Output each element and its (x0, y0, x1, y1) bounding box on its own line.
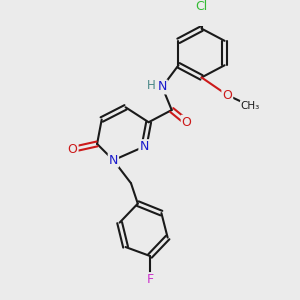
Text: H: H (146, 79, 155, 92)
Text: N: N (158, 80, 167, 94)
Text: N: N (109, 154, 118, 167)
Text: F: F (146, 273, 154, 286)
Text: CH₃: CH₃ (241, 101, 260, 111)
Text: O: O (222, 88, 232, 102)
Text: Cl: Cl (195, 0, 208, 13)
Text: N: N (139, 140, 149, 153)
Text: O: O (68, 143, 78, 156)
Text: O: O (182, 116, 192, 129)
